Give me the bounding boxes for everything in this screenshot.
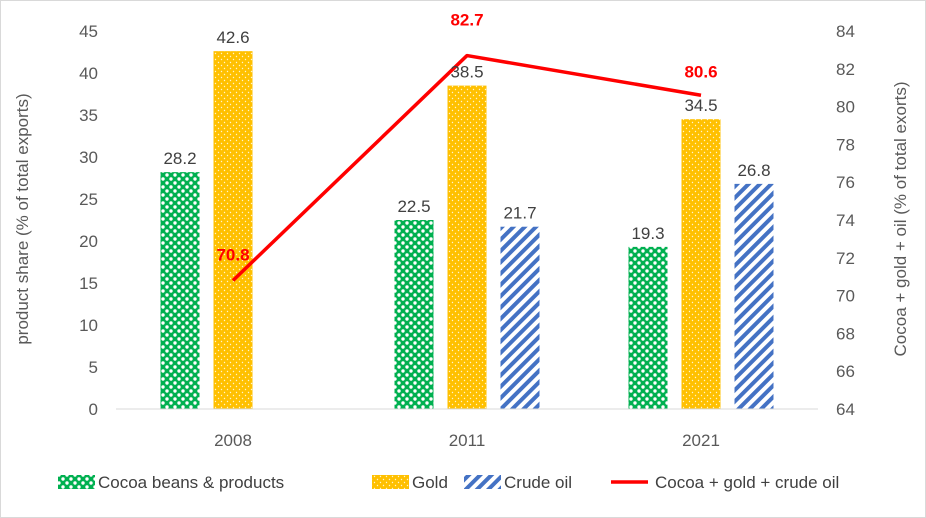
y2-tick-label: 70 (836, 287, 855, 306)
legend-label: Cocoa + gold + crude oil (655, 473, 839, 492)
y-tick-label: 0 (89, 400, 98, 419)
y2-tick-label: 74 (836, 211, 855, 230)
bar (213, 51, 253, 409)
x-axis-ticks: 2008 2011 2021 (214, 431, 720, 450)
line-series (231, 53, 702, 282)
y-tick-label: 35 (79, 106, 98, 125)
y-tick-label: 30 (79, 148, 98, 167)
y-tick-label: 15 (79, 274, 98, 293)
bar (160, 172, 200, 409)
bar-series (160, 51, 774, 409)
y-axis-title: product share (% of total exports) (13, 93, 32, 344)
line-value-label: 82.7 (450, 11, 483, 30)
y2-tick-label: 84 (836, 22, 855, 41)
legend-swatch (464, 475, 501, 489)
y2-tick-label: 80 (836, 98, 855, 117)
legend: Cocoa beans & products Gold Crude oil Cocoa… (58, 473, 839, 492)
bar-value-label: 21.7 (503, 204, 536, 223)
line-series-path (231, 53, 702, 282)
bar (681, 119, 721, 409)
x-tick-label: 2008 (214, 431, 252, 450)
y-tick-label: 45 (79, 22, 98, 41)
legend-swatch (58, 475, 95, 489)
y-tick-label: 10 (79, 316, 98, 335)
legend-label: Crude oil (504, 473, 572, 492)
bar-value-label: 22.5 (397, 197, 430, 216)
bar-value-label: 38.5 (450, 63, 483, 82)
y2-tick-label: 78 (836, 135, 855, 154)
bar (628, 246, 668, 409)
bar-value-label: 26.8 (737, 161, 770, 180)
legend-label: Gold (412, 473, 448, 492)
bar-value-label: 34.5 (684, 96, 717, 115)
y2-tick-label: 76 (836, 173, 855, 192)
y2-tick-label: 72 (836, 249, 855, 268)
line-data-labels: 70.8 82.7 80.6 (216, 11, 717, 265)
bar-data-labels: 28.2 42.6 22.5 38.5 21.7 19.3 34.5 26.8 (163, 28, 770, 243)
bar (394, 220, 434, 409)
y2-axis-title: Cocoa + gold + oil (% of total exorts) (891, 82, 910, 357)
y2-tick-label: 66 (836, 362, 855, 381)
y-tick-label: 40 (79, 64, 98, 83)
y-tick-label: 20 (79, 232, 98, 251)
y2-tick-label: 82 (836, 60, 855, 79)
y2-tick-label: 68 (836, 324, 855, 343)
line-value-label: 80.6 (684, 62, 717, 81)
y-tick-label: 5 (89, 358, 98, 377)
y-tick-label: 25 (79, 190, 98, 209)
bar-value-label: 28.2 (163, 149, 196, 168)
bar (734, 183, 774, 409)
bar (500, 226, 540, 409)
y2-axis-ticks: 64 66 68 70 72 74 76 78 80 82 84 (836, 22, 855, 419)
bar-value-label: 42.6 (216, 28, 249, 47)
x-tick-label: 2021 (682, 431, 720, 450)
y2-tick-label: 64 (836, 400, 855, 419)
legend-swatch (372, 475, 409, 489)
y-axis-ticks: 0 5 10 15 20 25 30 35 40 45 (79, 22, 98, 419)
bar-value-label: 19.3 (631, 224, 664, 243)
bar (447, 85, 487, 409)
x-tick-label: 2011 (449, 431, 486, 450)
legend-label: Cocoa beans & products (98, 473, 284, 492)
line-value-label: 70.8 (216, 245, 249, 264)
